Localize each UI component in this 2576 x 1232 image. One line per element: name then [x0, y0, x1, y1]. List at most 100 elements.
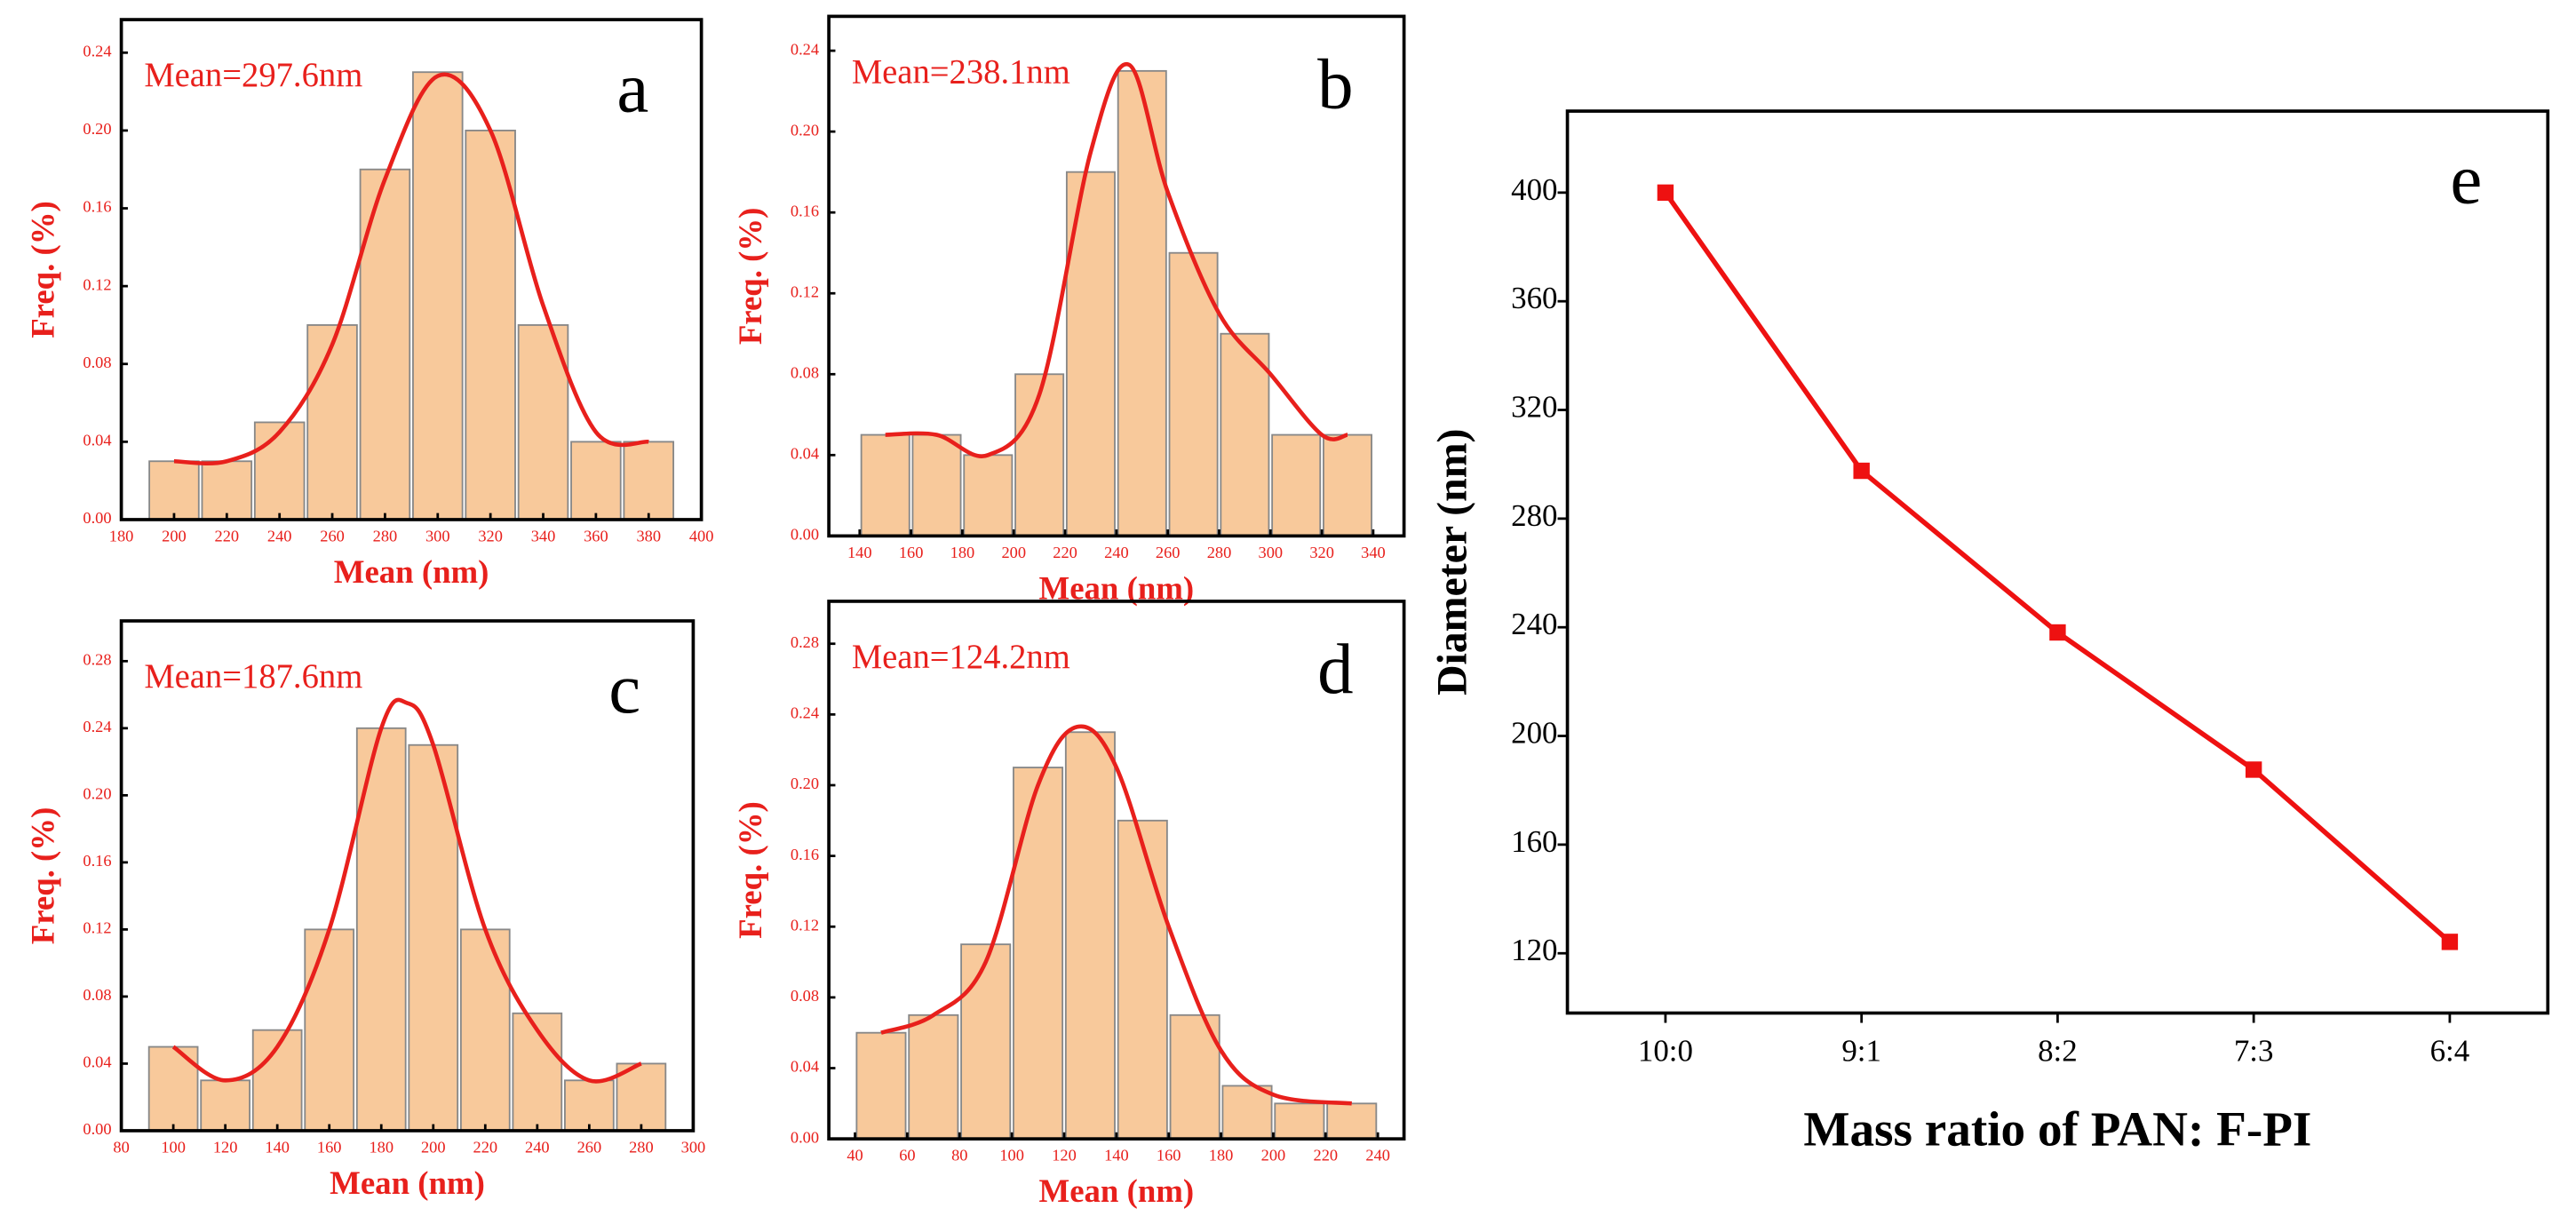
bar [459, 928, 511, 1132]
y-axis-label: Freq. (%) [732, 801, 768, 939]
point [2441, 934, 2459, 950]
y-tick-label: 0.20 [83, 120, 111, 138]
x-tick-label: 340 [1361, 544, 1386, 561]
y-tick-label: 0.12 [83, 275, 111, 293]
x-tick-label: 300 [425, 527, 450, 544]
plot-frame [119, 18, 704, 521]
x-tick-label: 8:2 [2038, 1034, 2078, 1069]
bar [1117, 819, 1168, 1141]
x-tick-label: 80 [113, 1138, 129, 1156]
bar [148, 460, 200, 521]
plot-frame [119, 619, 696, 1133]
y-tick-label: 280 [1511, 498, 1557, 533]
y-axis-label: Diameter (nm) [1428, 429, 1475, 696]
fit-curve [885, 61, 1348, 458]
point [2049, 624, 2066, 641]
y-tick-label: 0.04 [83, 432, 111, 449]
x-tick-label: 220 [473, 1138, 498, 1156]
bar [1168, 251, 1219, 537]
bar [963, 454, 1014, 537]
point [1853, 462, 1870, 480]
y-tick-label: 0.20 [791, 775, 819, 792]
x-tick-label: 320 [1309, 544, 1334, 561]
y-tick-label: 0.12 [791, 916, 819, 934]
bar [201, 460, 253, 521]
x-tick-label: 320 [478, 527, 503, 544]
bar [306, 324, 358, 521]
annotation: Mean=297.6nm [144, 57, 362, 94]
x-tick-label: 280 [629, 1138, 654, 1156]
bar [465, 129, 516, 521]
x-tick-label: 160 [1157, 1147, 1181, 1164]
x-axis-label: Mass ratio of PAN: F-PI [1803, 1101, 2311, 1156]
x-tick-label: 7:3 [2234, 1034, 2274, 1069]
fit-curve [173, 72, 649, 465]
plot-frame [1565, 109, 2550, 1015]
x-tick-label: 200 [1001, 544, 1026, 561]
x-tick-label: 6:4 [2430, 1034, 2470, 1069]
y-tick-label: 0.24 [83, 43, 111, 60]
bar [911, 433, 962, 537]
x-tick-label: 140 [1104, 1147, 1129, 1164]
y-tick-label: 0.24 [83, 718, 111, 735]
bar [570, 441, 622, 521]
panel-label: e [2450, 139, 2482, 219]
x-tick-label: 200 [162, 527, 187, 544]
y-tick-label: 0.04 [791, 1058, 819, 1076]
y-tick-label: 0.24 [791, 704, 819, 722]
x-tick-label: 220 [1314, 1147, 1339, 1164]
x-tick-label: 380 [636, 527, 661, 544]
x-tick-label: 240 [1104, 544, 1129, 561]
x-tick-label: 180 [369, 1138, 394, 1156]
x-tick-label: 160 [899, 544, 924, 561]
annotation: Mean=124.2nm [852, 639, 1070, 676]
bar [860, 433, 910, 537]
bar [1271, 433, 1322, 537]
x-tick-label: 180 [1209, 1147, 1234, 1164]
y-tick-label: 160 [1511, 824, 1557, 859]
x-tick-label: 140 [847, 544, 872, 561]
panel-label: b [1317, 44, 1353, 124]
y-tick-label: 0.00 [83, 1120, 111, 1138]
x-tick-label: 120 [1052, 1147, 1077, 1164]
y-tick-label: 0.04 [83, 1053, 111, 1071]
x-tick-label: 300 [681, 1138, 706, 1156]
y-axis-label: Freq. (%) [732, 208, 768, 346]
annotation: Mean=187.6nm [144, 658, 362, 695]
bar [1274, 1102, 1325, 1141]
y-tick-label: 0.24 [791, 40, 819, 58]
y-tick-label: 0.20 [791, 121, 819, 139]
y-tick-label: 0.20 [83, 785, 111, 803]
y-tick-label: 240 [1511, 607, 1557, 641]
panel-label: a [616, 47, 648, 127]
x-axis-label: Mean (nm) [334, 553, 489, 590]
x-tick-label: 360 [584, 527, 608, 544]
panel-label: d [1317, 629, 1353, 709]
y-tick-label: 120 [1511, 933, 1557, 967]
x-axis-label: Mean (nm) [330, 1164, 485, 1201]
bar [1013, 767, 1064, 1141]
bar [1326, 1102, 1378, 1141]
x-tick-label: 100 [999, 1147, 1024, 1164]
bar [623, 441, 675, 521]
bar [1117, 69, 1167, 537]
bar [1220, 332, 1270, 537]
x-tick-label: 220 [1053, 544, 1077, 561]
bar [908, 1013, 959, 1141]
bar [200, 1079, 250, 1132]
bar [304, 928, 355, 1132]
x-tick-label: 180 [950, 544, 975, 561]
y-tick-label: 0.16 [83, 198, 111, 216]
y-tick-label: 0.28 [791, 633, 819, 651]
x-tick-label: 280 [1207, 544, 1232, 561]
y-tick-label: 0.12 [791, 282, 819, 300]
y-tick-label: 360 [1511, 281, 1557, 315]
x-tick-label: 10:0 [1638, 1034, 1693, 1069]
y-axis-label: Freq. (%) [24, 807, 60, 945]
y-tick-label: 0.08 [791, 363, 819, 381]
x-tick-label: 160 [317, 1138, 342, 1156]
annotation: Mean=238.1nm [852, 53, 1070, 91]
x-tick-label: 400 [689, 527, 714, 544]
x-tick-label: 120 [213, 1138, 238, 1156]
fit-curve [171, 697, 642, 1084]
